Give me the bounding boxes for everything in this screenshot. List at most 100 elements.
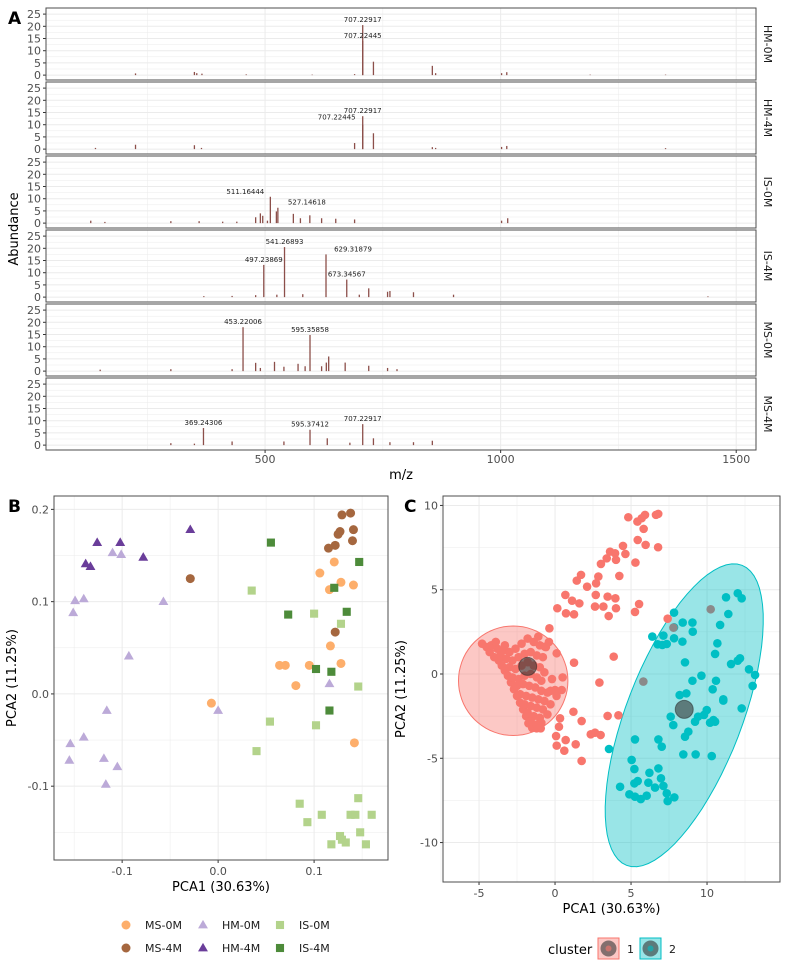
point-cluster-1 [577,716,586,726]
panel-border [45,377,757,451]
panel-border [53,495,389,861]
point-cluster-1 [572,576,582,585]
point-HM-0M [123,650,134,660]
peak-label: 595.37412 [291,421,329,429]
point-HM-0M [116,549,127,558]
point-cluster-1 [603,592,612,601]
peak-label: 453.22006 [224,318,262,326]
point-cluster-2 [656,774,666,783]
point-cluster-2 [668,720,678,730]
point-cluster-1 [561,735,570,745]
point-overlap [706,604,715,614]
point-cluster-1 [630,607,640,617]
point-cluster-1 [602,554,612,563]
y-tick-label: 25 [27,82,41,95]
centroid-cluster-2 [674,699,694,719]
y-axis-title: PCA2 (11.25%) [394,640,409,738]
panel-border [45,155,757,229]
point-HM-0M [324,678,335,688]
x-tick-label: -0.1 [111,865,132,878]
point-cluster-1 [611,555,621,565]
point-cluster-2 [675,690,684,700]
y-tick-label: 5 [34,279,41,292]
y-tick-label: 5 [34,205,41,218]
x-tick-label: 10 [700,887,714,900]
point-HM-0M [78,732,89,741]
point-HM-4M [80,558,91,568]
point-HM-0M [101,705,112,714]
point-HM-0M [213,705,224,714]
point-cluster-1 [567,596,577,605]
peak-label: 673.34567 [328,271,366,279]
plot-background [443,496,780,882]
point-cluster-1 [634,599,644,609]
point-HM-0M [65,738,76,748]
point-cluster-2 [719,696,728,705]
point-IS-0M [247,586,256,595]
point-cluster-1 [552,648,562,658]
point-cluster-1 [575,599,584,608]
point-cluster-2 [684,727,693,736]
y-tick-label: 10 [27,193,41,206]
point-cluster-2 [750,670,760,680]
point-cluster-2 [724,609,733,619]
peak-label: 497.23869 [245,256,283,264]
point-cluster-1 [618,541,628,551]
point-HM-0M [112,761,123,771]
centroid-cluster-1 [518,656,538,676]
point-MS-0M [206,698,216,708]
legend-title: cluster [548,943,593,958]
point-HM-0M [158,596,169,606]
point-cluster-2 [721,593,731,602]
peak-label: 707.22445 [318,114,356,122]
point-cluster-2 [644,778,653,788]
scatter-panel-C: -5 0 5 10 -10 -5 0 5 10 PCA1 (30.63%) PCA2 (11.25%… [394,495,781,917]
point-IS-0M [311,721,321,730]
x-tick-label: 5 [628,887,635,900]
x-axis-title: PCA1 (30.63%) [563,902,661,917]
y-tick-label: 25 [27,230,41,243]
y-tick-label: 25 [27,8,41,21]
y-tick-label: 5 [34,57,41,70]
point-HM-4M [85,561,96,570]
point-cluster-1 [591,579,601,588]
point-cluster-1 [552,691,561,701]
legend-label: IS-4M [299,942,330,955]
point-cluster-1 [500,641,510,650]
point-IS-0M [354,794,363,803]
y-tick-label: 0.0 [32,688,50,701]
x-tick-label: 1500 [722,453,750,466]
point-cluster-2 [744,664,754,674]
point-cluster-2 [630,735,640,744]
legend-C: cluster 1 2 [548,937,676,960]
y-axis-title: PCA2 (11.25%) [5,629,20,727]
y-tick-label: 10 [27,341,41,354]
x-tick-label: 0 [552,887,559,900]
y-tick-label: 15 [27,33,41,46]
legend-key-HM-0M [198,919,208,929]
point-MS-0M [349,738,359,748]
point-cluster-2 [735,654,745,663]
point-cluster-1 [663,614,672,624]
point-MS-4M [185,574,195,584]
point-HM-0M [78,593,89,603]
point-IS-0M [336,619,346,628]
point-cluster-2 [726,659,736,669]
point-cluster-1 [544,637,554,647]
scatter-panel-B: -0.1 0.0 0.1 -0.1 0.0 0.1 0.2 PCA1 (30.63%) PCA2… [5,495,389,895]
legend-B: MS-0M MS-4M HM-0M HM-4M IS-0M IS-4M [121,919,330,955]
point-cluster-1 [552,741,562,750]
point-MS-0M [315,568,325,578]
point-HM-4M [92,537,103,546]
point-cluster-1 [603,711,612,721]
point-HM-0M [107,547,118,557]
point-HM-0M [98,753,109,762]
point-cluster-2 [678,637,687,646]
y-tick-label: 20 [27,390,41,403]
point-cluster-2 [604,744,614,754]
point-cluster-1 [557,685,567,695]
point-IS-4M [284,610,293,619]
point-cluster-1 [582,582,592,591]
